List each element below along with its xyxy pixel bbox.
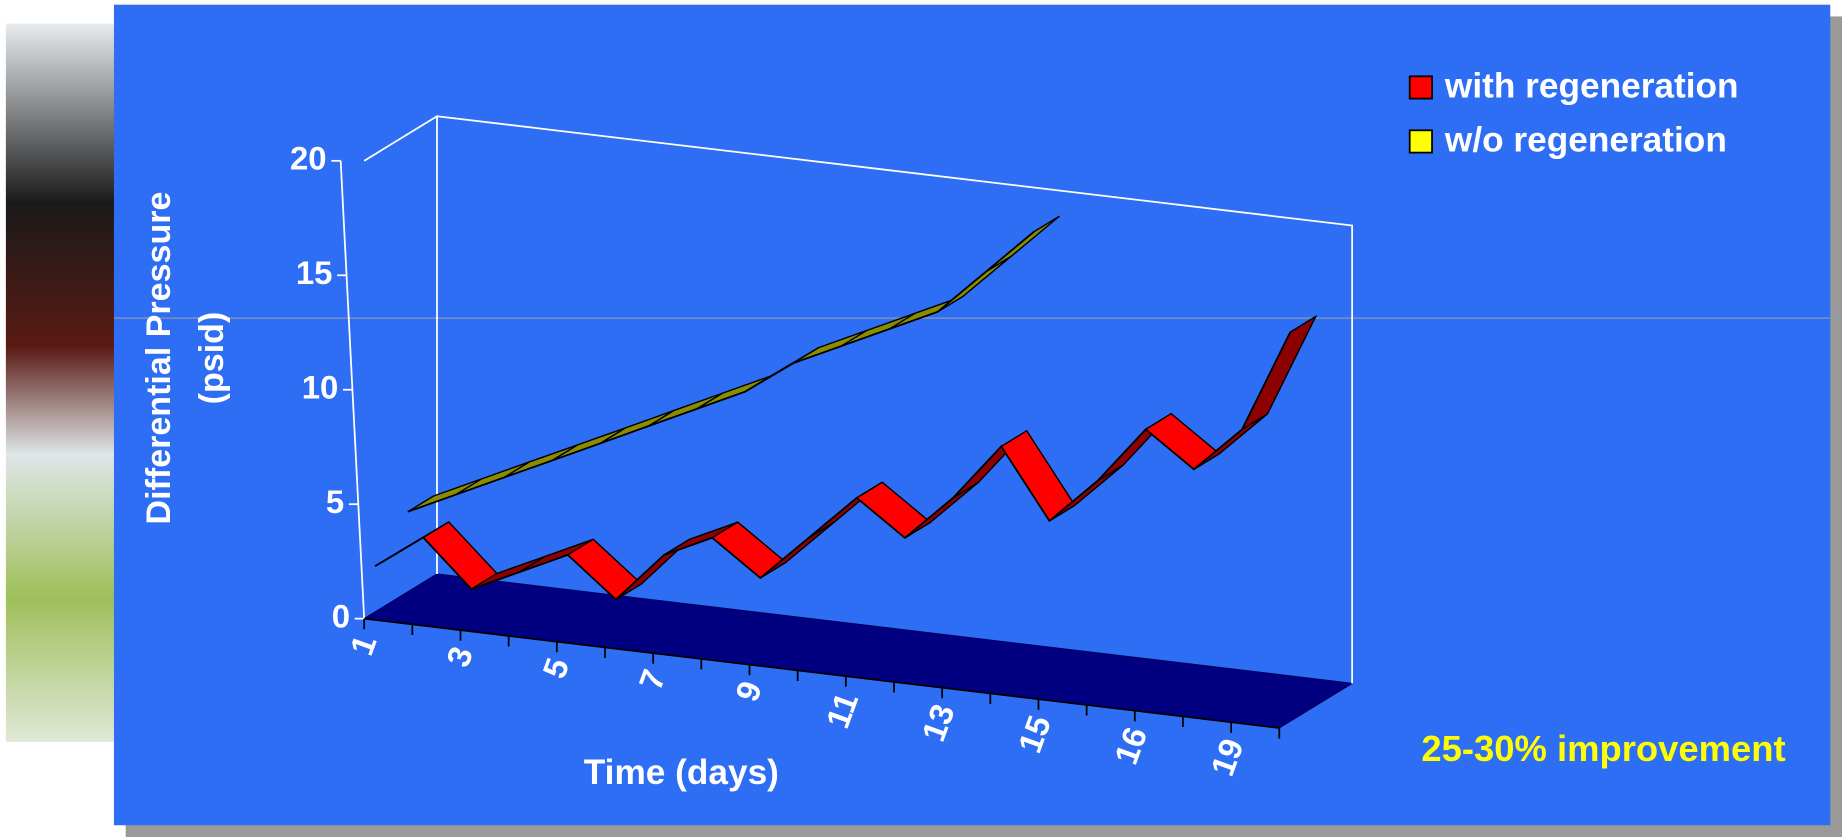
ribbon-shade — [760, 522, 835, 578]
ribbon-shade — [648, 393, 723, 427]
ribbon-shade — [937, 256, 1012, 312]
y-tick-label: 10 — [302, 368, 339, 405]
legend-label: w/o regeneration — [1444, 120, 1727, 159]
ribbon-shade — [471, 556, 546, 590]
ribbon-shade — [1242, 316, 1316, 430]
series-line — [407, 231, 1035, 513]
ribbon-shade — [456, 461, 530, 495]
y-tick-label: 5 — [326, 483, 344, 520]
legend-swatch — [1408, 129, 1433, 154]
y-tick-label: 15 — [296, 254, 333, 291]
ribbon-shade — [889, 296, 964, 329]
x-axis — [364, 617, 1280, 729]
ribbon-shade — [696, 376, 771, 409]
ribbon-shade — [552, 427, 627, 461]
x-axis-label: Time (days) — [584, 753, 779, 792]
ribbon-shade — [615, 539, 690, 600]
annotation: 25-30% improvement — [1421, 728, 1785, 769]
legend-label: with regeneration — [1444, 66, 1739, 105]
y-tick-label: 20 — [290, 140, 327, 177]
y-axis-label: (psid) — [193, 312, 231, 405]
ribbon-shade — [841, 313, 916, 347]
ribbon-shade — [519, 539, 594, 573]
photo — [5, 23, 118, 742]
legend-swatch — [1408, 75, 1433, 100]
ribbon-shade — [407, 478, 482, 512]
ribbon-shade — [664, 522, 738, 555]
series-line — [374, 331, 1292, 601]
ribbon-shade — [1049, 465, 1124, 521]
ribbon-shade — [904, 482, 979, 538]
ribbon-shade — [793, 330, 867, 364]
ribbon-shade — [504, 444, 578, 478]
back-wall — [436, 115, 1354, 684]
y-axis-label: Differential Pressure — [140, 192, 178, 525]
wall-edge — [363, 115, 438, 162]
ribbon-shade — [1193, 413, 1268, 470]
ribbon-shade — [985, 216, 1060, 272]
ribbon-shade — [600, 410, 675, 444]
y-tick-label: 0 — [332, 597, 350, 634]
